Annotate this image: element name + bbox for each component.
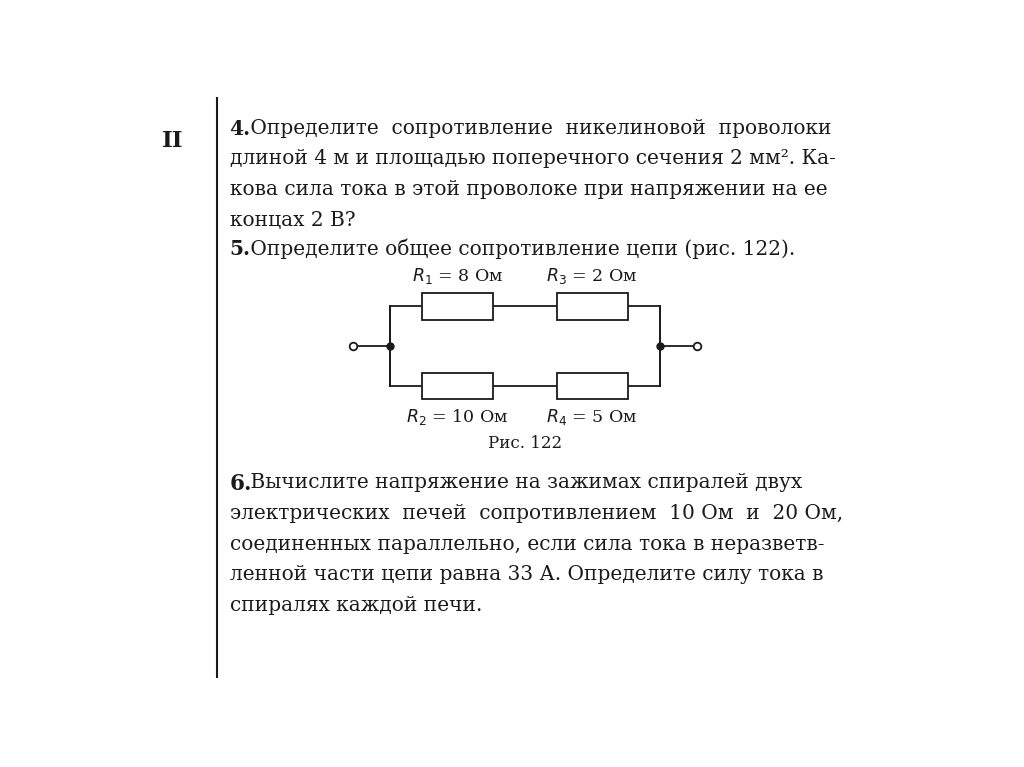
- Bar: [556, 373, 628, 400]
- Text: Определите общее сопротивление цепи (рис. 122).: Определите общее сопротивление цепи (рис…: [244, 239, 795, 259]
- Text: $R_2$ = 10 Ом: $R_2$ = 10 Ом: [407, 407, 509, 426]
- Text: Рис. 122: Рис. 122: [487, 435, 562, 452]
- Text: Определите  сопротивление  никелиновой  проволоки: Определите сопротивление никелиновой про…: [244, 119, 831, 137]
- Text: соединенных параллельно, если сила тока в неразветв-: соединенных параллельно, если сила тока …: [229, 535, 824, 554]
- Text: концах 2 В?: концах 2 В?: [229, 211, 355, 230]
- Text: $R_3$ = 2 Ом: $R_3$ = 2 Ом: [547, 266, 638, 286]
- Text: II: II: [162, 130, 183, 153]
- Text: $R_1$ = 8 Ом: $R_1$ = 8 Ом: [412, 266, 503, 286]
- Bar: [556, 293, 628, 320]
- Text: спиралях каждой печи.: спиралях каждой печи.: [229, 596, 482, 615]
- Text: электрических  печей  сопротивлением  10 Ом  и  20 Ом,: электрических печей сопротивлением 10 Ом…: [229, 504, 843, 523]
- Text: длиной 4 м и площадью поперечного сечения 2 мм². Ка-: длиной 4 м и площадью поперечного сечени…: [229, 150, 836, 168]
- Text: кова сила тока в этой проволоке при напряжении на ее: кова сила тока в этой проволоке при напр…: [229, 180, 827, 199]
- Bar: [422, 373, 494, 400]
- Text: 4.: 4.: [229, 119, 251, 139]
- Bar: [422, 293, 494, 320]
- Text: 6.: 6.: [229, 473, 252, 495]
- Text: $R_4$ = 5 Ом: $R_4$ = 5 Ом: [547, 407, 638, 426]
- Text: Вычислите напряжение на зажимах спиралей двух: Вычислите напряжение на зажимах спиралей…: [244, 473, 802, 492]
- Text: ленной части цепи равна 33 А. Определите силу тока в: ленной части цепи равна 33 А. Определите…: [229, 565, 823, 584]
- Text: 5.: 5.: [229, 239, 251, 258]
